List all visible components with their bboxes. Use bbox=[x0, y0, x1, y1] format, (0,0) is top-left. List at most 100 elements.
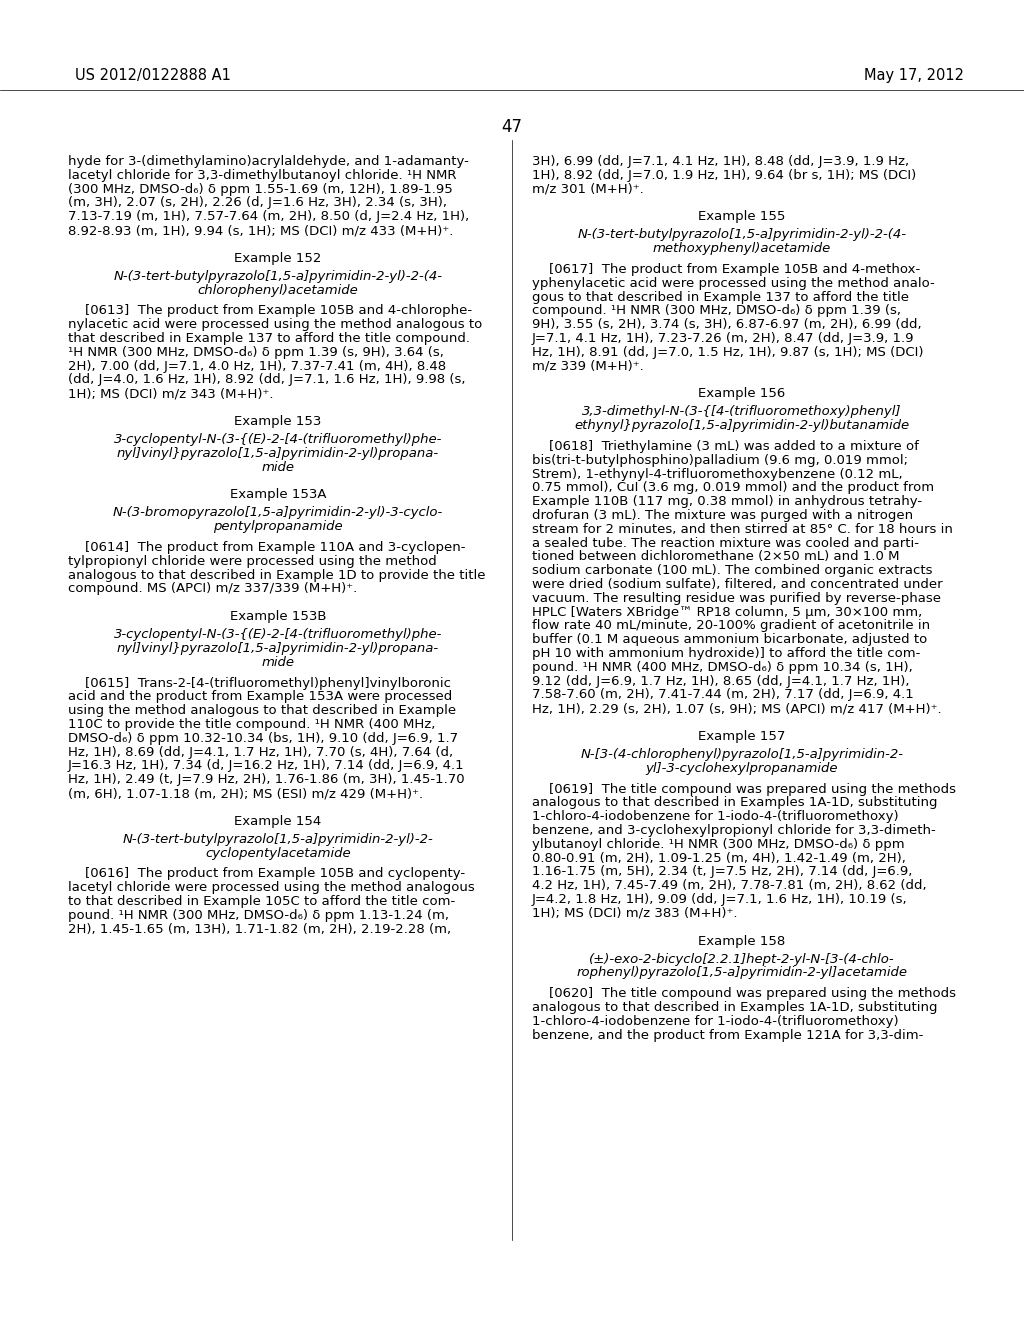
Text: N-(3-tert-butylpyrazolo[1,5-a]pyrimidin-2-yl)-2-(4-: N-(3-tert-butylpyrazolo[1,5-a]pyrimidin-… bbox=[114, 269, 442, 282]
Text: nylacetic acid were processed using the method analogous to: nylacetic acid were processed using the … bbox=[68, 318, 482, 331]
Text: 7.13-7.19 (m, 1H), 7.57-7.64 (m, 2H), 8.50 (d, J=2.4 Hz, 1H),: 7.13-7.19 (m, 1H), 7.57-7.64 (m, 2H), 8.… bbox=[68, 210, 469, 223]
Text: HPLC [Waters XBridge™ RP18 column, 5 μm, 30×100 mm,: HPLC [Waters XBridge™ RP18 column, 5 μm,… bbox=[532, 606, 923, 619]
Text: mide: mide bbox=[261, 461, 295, 474]
Text: Example 154: Example 154 bbox=[234, 814, 322, 828]
Text: acid and the product from Example 153A were processed: acid and the product from Example 153A w… bbox=[68, 690, 453, 704]
Text: buffer (0.1 M aqueous ammonium bicarbonate, adjusted to: buffer (0.1 M aqueous ammonium bicarbona… bbox=[532, 634, 928, 647]
Text: Example 153: Example 153 bbox=[234, 414, 322, 428]
Text: Example 110B (117 mg, 0.38 mmol) in anhydrous tetrahy-: Example 110B (117 mg, 0.38 mmol) in anhy… bbox=[532, 495, 923, 508]
Text: vacuum. The resulting residue was purified by reverse-phase: vacuum. The resulting residue was purifi… bbox=[532, 591, 941, 605]
Text: N-(3-tert-butylpyrazolo[1,5-a]pyrimidin-2-yl)-2-: N-(3-tert-butylpyrazolo[1,5-a]pyrimidin-… bbox=[123, 833, 433, 846]
Text: cyclopentylacetamide: cyclopentylacetamide bbox=[205, 846, 351, 859]
Text: 110C to provide the title compound. ¹H NMR (400 MHz,: 110C to provide the title compound. ¹H N… bbox=[68, 718, 435, 731]
Text: Example 156: Example 156 bbox=[698, 387, 785, 400]
Text: sodium carbonate (100 mL). The combined organic extracts: sodium carbonate (100 mL). The combined … bbox=[532, 564, 933, 577]
Text: tioned between dichloromethane (2×50 mL) and 1.0 M: tioned between dichloromethane (2×50 mL)… bbox=[532, 550, 899, 564]
Text: 7.58-7.60 (m, 2H), 7.41-7.44 (m, 2H), 7.17 (dd, J=6.9, 4.1: 7.58-7.60 (m, 2H), 7.41-7.44 (m, 2H), 7.… bbox=[532, 689, 913, 701]
Text: DMSO-d₆) δ ppm 10.32-10.34 (bs, 1H), 9.10 (dd, J=6.9, 1.7: DMSO-d₆) δ ppm 10.32-10.34 (bs, 1H), 9.1… bbox=[68, 731, 458, 744]
Text: m/z 339 (M+H)⁺.: m/z 339 (M+H)⁺. bbox=[532, 359, 644, 372]
Text: (dd, J=4.0, 1.6 Hz, 1H), 8.92 (dd, J=7.1, 1.6 Hz, 1H), 9.98 (s,: (dd, J=4.0, 1.6 Hz, 1H), 8.92 (dd, J=7.1… bbox=[68, 374, 466, 387]
Text: Example 158: Example 158 bbox=[698, 935, 785, 948]
Text: (±)-exo-2-bicyclo[2.2.1]hept-2-yl-N-[3-(4-chlo-: (±)-exo-2-bicyclo[2.2.1]hept-2-yl-N-[3-(… bbox=[589, 953, 895, 966]
Text: benzene, and the product from Example 121A for 3,3-dim-: benzene, and the product from Example 12… bbox=[532, 1028, 924, 1041]
Text: analogous to that described in Examples 1A-1D, substituting: analogous to that described in Examples … bbox=[532, 796, 938, 809]
Text: m/z 301 (M+H)⁺.: m/z 301 (M+H)⁺. bbox=[532, 182, 644, 195]
Text: 9H), 3.55 (s, 2H), 3.74 (s, 3H), 6.87-6.97 (m, 2H), 6.99 (dd,: 9H), 3.55 (s, 2H), 3.74 (s, 3H), 6.87-6.… bbox=[532, 318, 922, 331]
Text: 4.2 Hz, 1H), 7.45-7.49 (m, 2H), 7.78-7.81 (m, 2H), 8.62 (dd,: 4.2 Hz, 1H), 7.45-7.49 (m, 2H), 7.78-7.8… bbox=[532, 879, 927, 892]
Text: Example 155: Example 155 bbox=[698, 210, 785, 223]
Text: rophenyl)pyrazolo[1,5-a]pyrimidin-2-yl]acetamide: rophenyl)pyrazolo[1,5-a]pyrimidin-2-yl]a… bbox=[577, 966, 907, 979]
Text: to that described in Example 105C to afford the title com-: to that described in Example 105C to aff… bbox=[68, 895, 456, 908]
Text: May 17, 2012: May 17, 2012 bbox=[864, 69, 964, 83]
Text: were dried (sodium sulfate), filtered, and concentrated under: were dried (sodium sulfate), filtered, a… bbox=[532, 578, 943, 591]
Text: 2H), 1.45-1.65 (m, 13H), 1.71-1.82 (m, 2H), 2.19-2.28 (m,: 2H), 1.45-1.65 (m, 13H), 1.71-1.82 (m, 2… bbox=[68, 923, 452, 936]
Text: Hz, 1H), 8.69 (dd, J=4.1, 1.7 Hz, 1H), 7.70 (s, 4H), 7.64 (d,: Hz, 1H), 8.69 (dd, J=4.1, 1.7 Hz, 1H), 7… bbox=[68, 746, 454, 759]
Text: lacetyl chloride were processed using the method analogous: lacetyl chloride were processed using th… bbox=[68, 882, 475, 894]
Text: tylpropionyl chloride were processed using the method: tylpropionyl chloride were processed usi… bbox=[68, 554, 437, 568]
Text: Hz, 1H), 2.29 (s, 2H), 1.07 (s, 9H); MS (APCI) m/z 417 (M+H)⁺.: Hz, 1H), 2.29 (s, 2H), 1.07 (s, 9H); MS … bbox=[532, 702, 942, 715]
Text: [0617]  The product from Example 105B and 4-methox-: [0617] The product from Example 105B and… bbox=[532, 263, 921, 276]
Text: pound. ¹H NMR (300 MHz, DMSO-d₆) δ ppm 1.13-1.24 (m,: pound. ¹H NMR (300 MHz, DMSO-d₆) δ ppm 1… bbox=[68, 908, 449, 921]
Text: N-(3-bromopyrazolo[1,5-a]pyrimidin-2-yl)-3-cyclo-: N-(3-bromopyrazolo[1,5-a]pyrimidin-2-yl)… bbox=[113, 507, 443, 519]
Text: [0616]  The product from Example 105B and cyclopenty-: [0616] The product from Example 105B and… bbox=[68, 867, 465, 880]
Text: that described in Example 137 to afford the title compound.: that described in Example 137 to afford … bbox=[68, 333, 470, 345]
Text: Example 152: Example 152 bbox=[234, 252, 322, 265]
Text: flow rate 40 mL/minute, 20-100% gradient of acetonitrile in: flow rate 40 mL/minute, 20-100% gradient… bbox=[532, 619, 930, 632]
Text: 8.92-8.93 (m, 1H), 9.94 (s, 1H); MS (DCI) m/z 433 (M+H)⁺.: 8.92-8.93 (m, 1H), 9.94 (s, 1H); MS (DCI… bbox=[68, 224, 454, 238]
Text: Hz, 1H), 2.49 (t, J=7.9 Hz, 2H), 1.76-1.86 (m, 3H), 1.45-1.70: Hz, 1H), 2.49 (t, J=7.9 Hz, 2H), 1.76-1.… bbox=[68, 774, 465, 787]
Text: Example 153B: Example 153B bbox=[229, 610, 327, 623]
Text: chlorophenyl)acetamide: chlorophenyl)acetamide bbox=[198, 284, 358, 297]
Text: 2H), 7.00 (dd, J=7.1, 4.0 Hz, 1H), 7.37-7.41 (m, 4H), 8.48: 2H), 7.00 (dd, J=7.1, 4.0 Hz, 1H), 7.37-… bbox=[68, 359, 446, 372]
Text: 1H), 8.92 (dd, J=7.0, 1.9 Hz, 1H), 9.64 (br s, 1H); MS (DCI): 1H), 8.92 (dd, J=7.0, 1.9 Hz, 1H), 9.64 … bbox=[532, 169, 916, 182]
Text: analogous to that described in Example 1D to provide the title: analogous to that described in Example 1… bbox=[68, 569, 485, 582]
Text: Hz, 1H), 8.91 (dd, J=7.0, 1.5 Hz, 1H), 9.87 (s, 1H); MS (DCI): Hz, 1H), 8.91 (dd, J=7.0, 1.5 Hz, 1H), 9… bbox=[532, 346, 924, 359]
Text: 1H); MS (DCI) m/z 343 (M+H)⁺.: 1H); MS (DCI) m/z 343 (M+H)⁺. bbox=[68, 387, 273, 400]
Text: 3-cyclopentyl-N-(3-{(E)-2-[4-(trifluoromethyl)phe-: 3-cyclopentyl-N-(3-{(E)-2-[4-(trifluorom… bbox=[114, 628, 442, 642]
Text: lacetyl chloride for 3,3-dimethylbutanoyl chloride. ¹H NMR: lacetyl chloride for 3,3-dimethylbutanoy… bbox=[68, 169, 457, 182]
Text: Example 153A: Example 153A bbox=[229, 488, 327, 502]
Text: pound. ¹H NMR (400 MHz, DMSO-d₆) δ ppm 10.34 (s, 1H),: pound. ¹H NMR (400 MHz, DMSO-d₆) δ ppm 1… bbox=[532, 661, 912, 673]
Text: 1H); MS (DCI) m/z 383 (M+H)⁺.: 1H); MS (DCI) m/z 383 (M+H)⁺. bbox=[532, 907, 737, 920]
Text: N-[3-(4-chlorophenyl)pyrazolo[1,5-a]pyrimidin-2-: N-[3-(4-chlorophenyl)pyrazolo[1,5-a]pyri… bbox=[581, 748, 903, 762]
Text: nyl]vinyl}pyrazolo[1,5-a]pyrimidin-2-yl)propana-: nyl]vinyl}pyrazolo[1,5-a]pyrimidin-2-yl)… bbox=[117, 642, 439, 655]
Text: 1-chloro-4-iodobenzene for 1-iodo-4-(trifluoromethoxy): 1-chloro-4-iodobenzene for 1-iodo-4-(tri… bbox=[532, 1015, 899, 1028]
Text: Example 157: Example 157 bbox=[698, 730, 785, 743]
Text: J=4.2, 1.8 Hz, 1H), 9.09 (dd, J=7.1, 1.6 Hz, 1H), 10.19 (s,: J=4.2, 1.8 Hz, 1H), 9.09 (dd, J=7.1, 1.6… bbox=[532, 894, 907, 906]
Text: [0615]  Trans-2-[4-(trifluoromethyl)phenyl]vinylboronic: [0615] Trans-2-[4-(trifluoromethyl)pheny… bbox=[68, 677, 451, 689]
Text: mide: mide bbox=[261, 656, 295, 669]
Text: 0.80-0.91 (m, 2H), 1.09-1.25 (m, 4H), 1.42-1.49 (m, 2H),: 0.80-0.91 (m, 2H), 1.09-1.25 (m, 4H), 1.… bbox=[532, 851, 906, 865]
Text: pH 10 with ammonium hydroxide)] to afford the title com-: pH 10 with ammonium hydroxide)] to affor… bbox=[532, 647, 921, 660]
Text: [0620]  The title compound was prepared using the methods: [0620] The title compound was prepared u… bbox=[532, 987, 956, 1001]
Text: yl]-3-cyclohexylpropanamide: yl]-3-cyclohexylpropanamide bbox=[646, 762, 839, 775]
Text: [0614]  The product from Example 110A and 3-cyclopen-: [0614] The product from Example 110A and… bbox=[68, 541, 466, 554]
Text: ¹H NMR (300 MHz, DMSO-d₆) δ ppm 1.39 (s, 9H), 3.64 (s,: ¹H NMR (300 MHz, DMSO-d₆) δ ppm 1.39 (s,… bbox=[68, 346, 443, 359]
Text: ethynyl}pyrazolo[1,5-a]pyrimidin-2-yl)butanamide: ethynyl}pyrazolo[1,5-a]pyrimidin-2-yl)bu… bbox=[574, 420, 909, 432]
Text: yphenylacetic acid were processed using the method analo-: yphenylacetic acid were processed using … bbox=[532, 277, 935, 290]
Text: Strem), 1-ethynyl-4-trifluoromethoxybenzene (0.12 mL,: Strem), 1-ethynyl-4-trifluoromethoxybenz… bbox=[532, 467, 902, 480]
Text: J=16.3 Hz, 1H), 7.34 (d, J=16.2 Hz, 1H), 7.14 (dd, J=6.9, 4.1: J=16.3 Hz, 1H), 7.34 (d, J=16.2 Hz, 1H),… bbox=[68, 759, 465, 772]
Text: using the method analogous to that described in Example: using the method analogous to that descr… bbox=[68, 704, 456, 717]
Text: [0619]  The title compound was prepared using the methods: [0619] The title compound was prepared u… bbox=[532, 783, 956, 796]
Text: J=7.1, 4.1 Hz, 1H), 7.23-7.26 (m, 2H), 8.47 (dd, J=3.9, 1.9: J=7.1, 4.1 Hz, 1H), 7.23-7.26 (m, 2H), 8… bbox=[532, 333, 914, 345]
Text: [0618]  Triethylamine (3 mL) was added to a mixture of: [0618] Triethylamine (3 mL) was added to… bbox=[532, 440, 919, 453]
Text: (m, 6H), 1.07-1.18 (m, 2H); MS (ESI) m/z 429 (M+H)⁺.: (m, 6H), 1.07-1.18 (m, 2H); MS (ESI) m/z… bbox=[68, 787, 423, 800]
Text: compound. ¹H NMR (300 MHz, DMSO-d₆) δ ppm 1.39 (s,: compound. ¹H NMR (300 MHz, DMSO-d₆) δ pp… bbox=[532, 305, 901, 317]
Text: pentylpropanamide: pentylpropanamide bbox=[213, 520, 343, 533]
Text: methoxyphenyl)acetamide: methoxyphenyl)acetamide bbox=[653, 242, 831, 255]
Text: a sealed tube. The reaction mixture was cooled and parti-: a sealed tube. The reaction mixture was … bbox=[532, 537, 919, 549]
Text: analogous to that described in Examples 1A-1D, substituting: analogous to that described in Examples … bbox=[532, 1001, 938, 1014]
Text: [0613]  The product from Example 105B and 4-chlorophe-: [0613] The product from Example 105B and… bbox=[68, 305, 472, 317]
Text: N-(3-tert-butylpyrazolo[1,5-a]pyrimidin-2-yl)-2-(4-: N-(3-tert-butylpyrazolo[1,5-a]pyrimidin-… bbox=[578, 228, 906, 242]
Text: bis(tri-t-butylphosphino)palladium (9.6 mg, 0.019 mmol;: bis(tri-t-butylphosphino)palladium (9.6 … bbox=[532, 454, 908, 467]
Text: 9.12 (dd, J=6.9, 1.7 Hz, 1H), 8.65 (dd, J=4.1, 1.7 Hz, 1H),: 9.12 (dd, J=6.9, 1.7 Hz, 1H), 8.65 (dd, … bbox=[532, 675, 909, 688]
Text: 47: 47 bbox=[502, 117, 522, 136]
Text: drofuran (3 mL). The mixture was purged with a nitrogen: drofuran (3 mL). The mixture was purged … bbox=[532, 510, 913, 521]
Text: (300 MHz, DMSO-d₆) δ ppm 1.55-1.69 (m, 12H), 1.89-1.95: (300 MHz, DMSO-d₆) δ ppm 1.55-1.69 (m, 1… bbox=[68, 182, 453, 195]
Text: 1.16-1.75 (m, 5H), 2.34 (t, J=7.5 Hz, 2H), 7.14 (dd, J=6.9,: 1.16-1.75 (m, 5H), 2.34 (t, J=7.5 Hz, 2H… bbox=[532, 866, 912, 878]
Text: stream for 2 minutes, and then stirred at 85° C. for 18 hours in: stream for 2 minutes, and then stirred a… bbox=[532, 523, 953, 536]
Text: US 2012/0122888 A1: US 2012/0122888 A1 bbox=[75, 69, 230, 83]
Text: benzene, and 3-cyclohexylpropionyl chloride for 3,3-dimeth-: benzene, and 3-cyclohexylpropionyl chlor… bbox=[532, 824, 936, 837]
Text: (m, 3H), 2.07 (s, 2H), 2.26 (d, J=1.6 Hz, 3H), 2.34 (s, 3H),: (m, 3H), 2.07 (s, 2H), 2.26 (d, J=1.6 Hz… bbox=[68, 197, 447, 210]
Text: hyde for 3-(dimethylamino)acrylaldehyde, and 1-adamanty-: hyde for 3-(dimethylamino)acrylaldehyde,… bbox=[68, 154, 469, 168]
Text: gous to that described in Example 137 to afford the title: gous to that described in Example 137 to… bbox=[532, 290, 909, 304]
